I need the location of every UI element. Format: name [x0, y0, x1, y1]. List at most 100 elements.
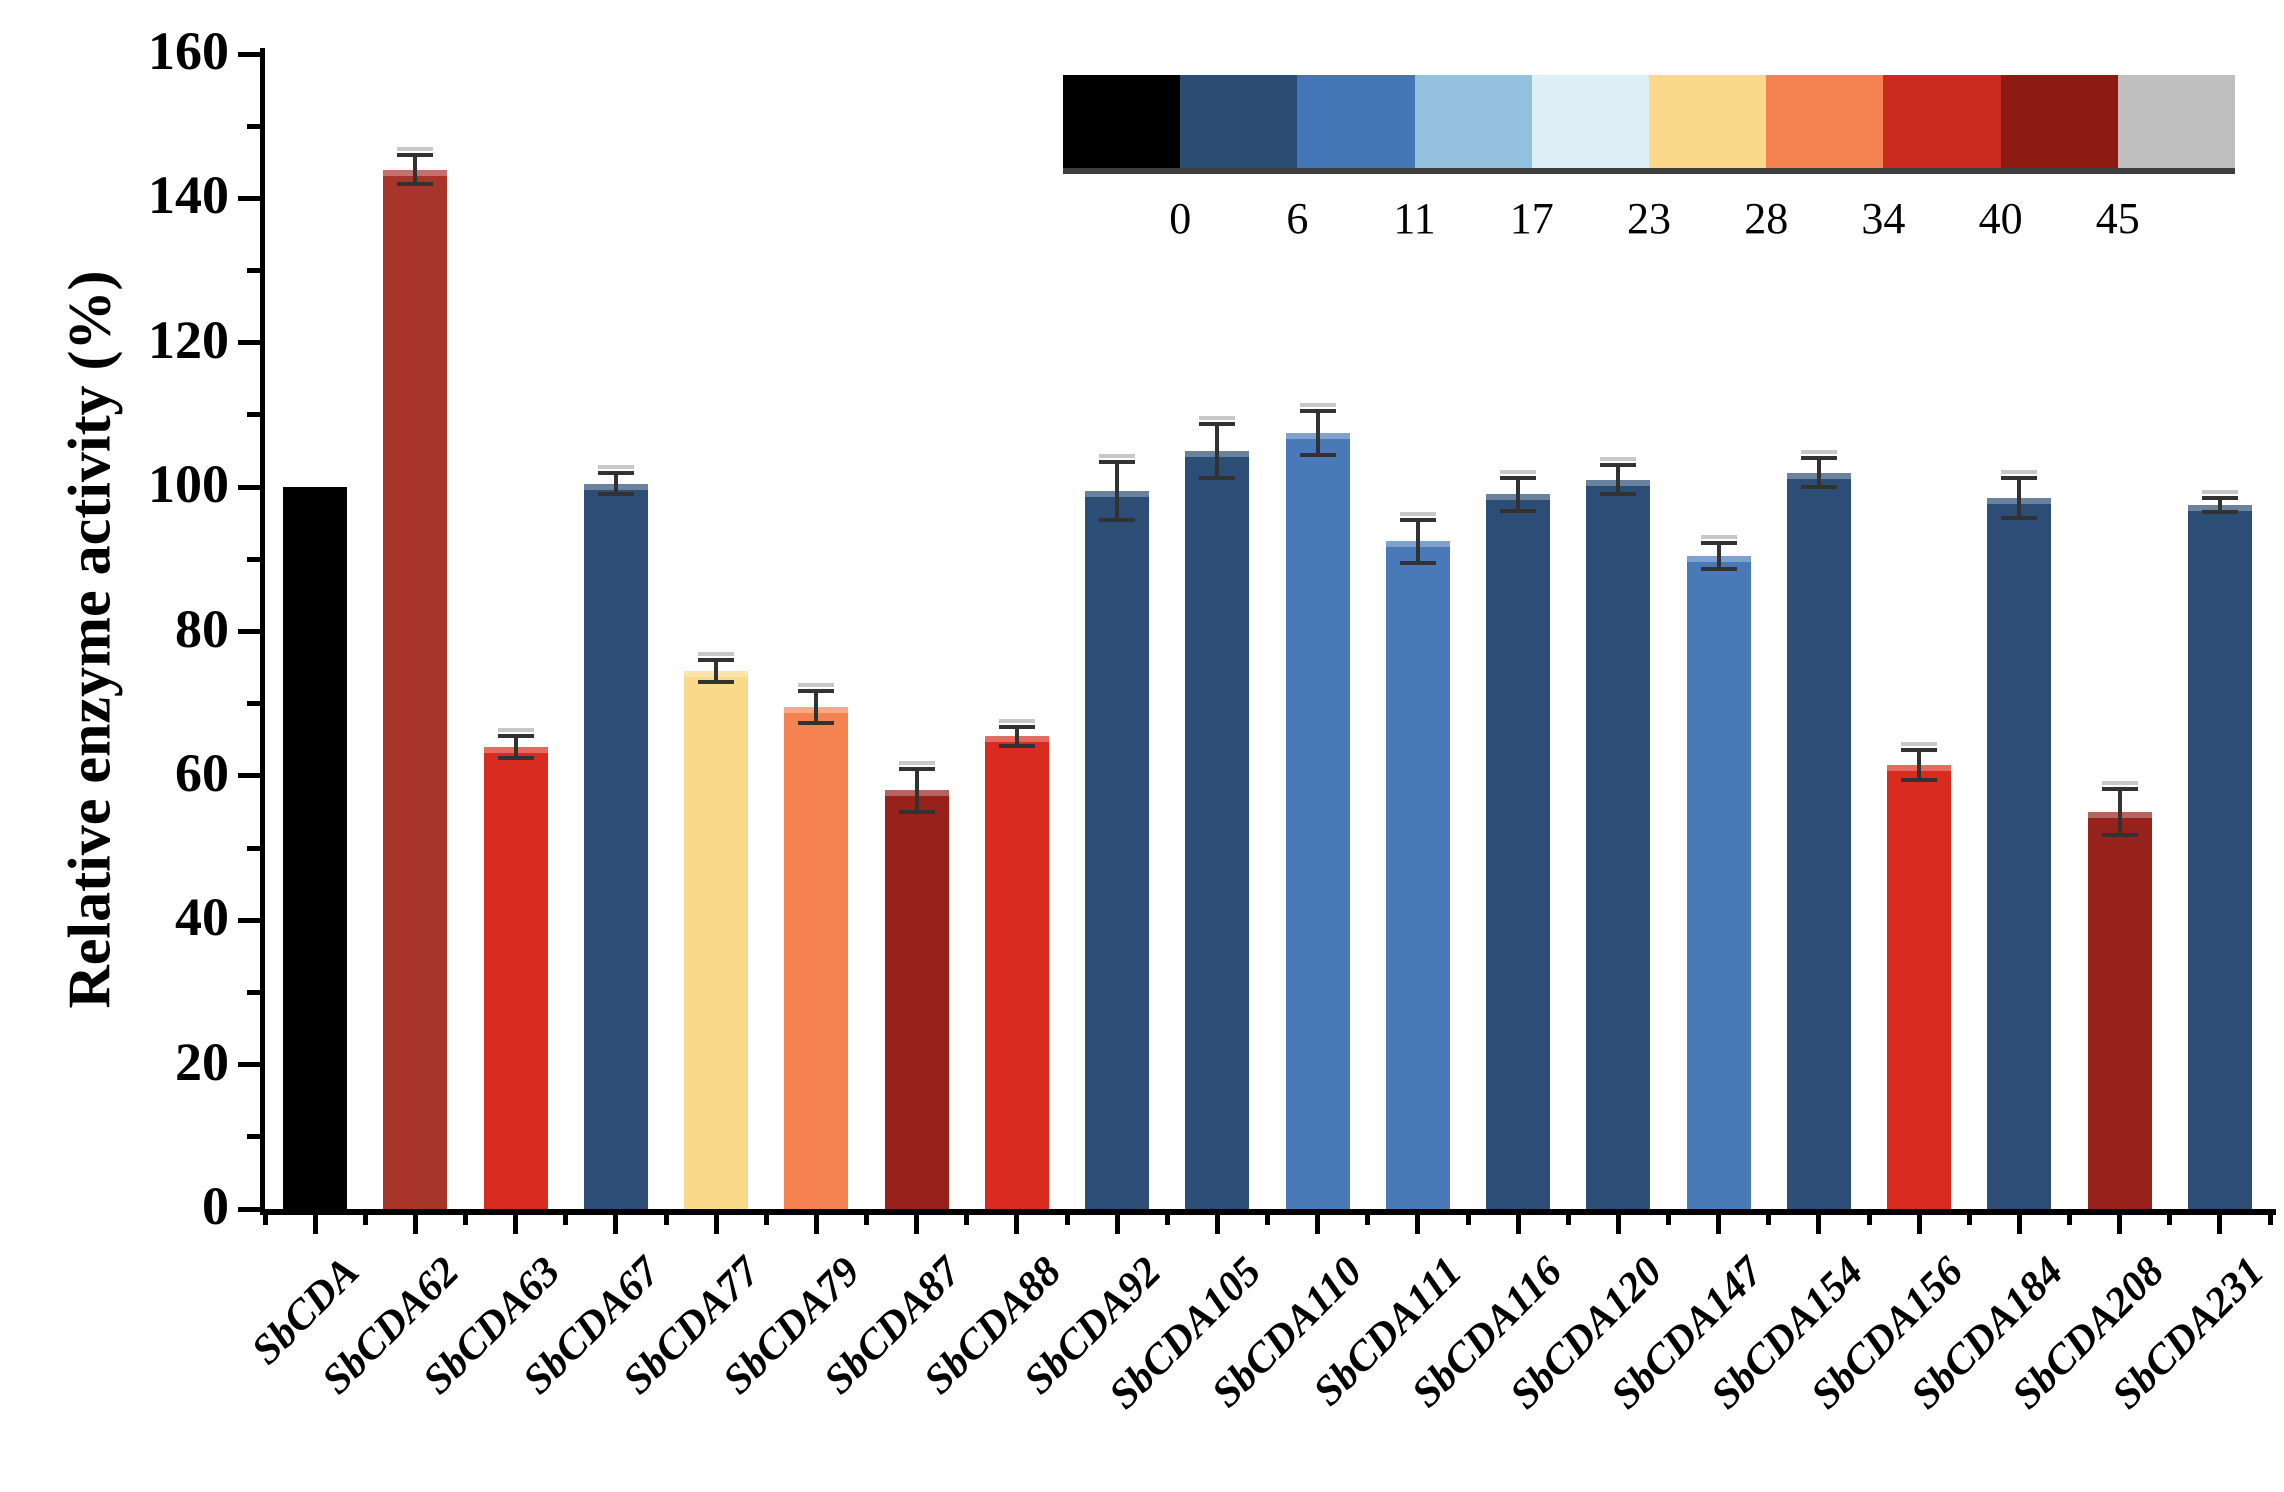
error-bar-line	[413, 155, 418, 184]
y-axis-line	[260, 48, 265, 1214]
error-bar-cap-bottom	[698, 680, 735, 685]
colorbar-block	[2117, 75, 2236, 168]
error-bar-cap-bottom	[2201, 510, 2238, 515]
x-major-tick	[2016, 1214, 2022, 1234]
error-bar-line	[1315, 411, 1320, 455]
x-major-tick	[2117, 1214, 2123, 1234]
y-minor-tick	[247, 412, 260, 418]
y-major-tick	[238, 773, 260, 779]
y-tick-label: 60	[175, 742, 229, 803]
x-major-tick	[312, 1214, 318, 1234]
error-bar-line	[2117, 788, 2122, 836]
y-major-tick	[238, 195, 260, 201]
colorbar-block	[1883, 75, 2001, 168]
x-minor-tick	[262, 1214, 268, 1225]
bar	[884, 790, 949, 1209]
colorbar-tick-label: 6	[1286, 194, 1309, 243]
x-major-tick	[2217, 1214, 2223, 1234]
x-axis-line	[260, 1209, 2276, 1215]
error-bar-cap-top	[1700, 540, 1737, 545]
error-bar-cap-bottom	[798, 721, 835, 726]
x-major-tick	[613, 1214, 619, 1234]
bar	[784, 707, 849, 1209]
x-major-tick	[1716, 1214, 1722, 1234]
error-bar-line	[2017, 477, 2022, 519]
x-minor-tick	[1966, 1214, 1972, 1225]
x-minor-tick	[1666, 1214, 1671, 1225]
error-bar-line	[1415, 519, 1420, 563]
error-bar-cap-top	[397, 153, 434, 158]
y-major-tick	[238, 629, 260, 634]
bar	[1586, 479, 1651, 1209]
error-bar-line	[1917, 749, 1922, 781]
y-major-tick	[238, 917, 260, 923]
bar	[2187, 505, 2252, 1209]
colorbar-block	[1414, 75, 1532, 168]
colorbar-block	[1649, 75, 1767, 168]
x-minor-tick	[463, 1214, 468, 1225]
error-bar-cap-top	[2201, 495, 2238, 500]
x-minor-tick	[1365, 1214, 1371, 1225]
error-bar-cap-bottom	[1500, 508, 1537, 513]
colorbar-block	[1063, 75, 1181, 168]
bar	[283, 487, 348, 1209]
y-tick-label: 140	[148, 165, 229, 226]
bar	[1887, 765, 1952, 1209]
y-major-tick	[238, 51, 260, 57]
x-minor-tick	[1064, 1214, 1070, 1225]
bar	[2087, 811, 2152, 1209]
error-bar-cap-top	[998, 724, 1035, 729]
bar	[1085, 490, 1150, 1209]
y-minor-tick	[247, 123, 260, 129]
colorbar-tick-label: 45	[2095, 194, 2140, 243]
error-bar-line	[714, 660, 719, 683]
x-major-tick	[1214, 1214, 1220, 1234]
error-bar-line	[914, 768, 919, 812]
x-minor-tick	[563, 1214, 569, 1225]
error-bar-line	[1215, 423, 1220, 479]
bar	[1786, 472, 1851, 1209]
error-bar-cap-bottom	[1299, 452, 1336, 457]
x-major-tick	[1615, 1214, 1621, 1234]
y-minor-tick	[247, 701, 260, 707]
error-bar-cap-top	[2001, 475, 2038, 480]
error-bar-line	[2217, 497, 2222, 513]
x-major-tick	[1816, 1214, 1822, 1234]
x-major-tick	[914, 1214, 920, 1234]
bar	[1987, 497, 2052, 1209]
error-bar-cap-bottom	[1901, 778, 1938, 783]
error-bar-cap-top	[1399, 517, 1436, 522]
error-bar-line	[814, 691, 819, 724]
colorbar-block	[1297, 75, 1415, 168]
error-bar-cap-top	[698, 658, 735, 663]
error-bar-cap-top	[1500, 475, 1537, 480]
error-bar-cap-top	[1800, 456, 1837, 461]
error-bar-cap-top	[597, 470, 634, 475]
x-minor-tick	[2067, 1214, 2072, 1225]
colorbar	[1063, 75, 2236, 174]
bar	[1185, 451, 1250, 1209]
error-bar-cap-top	[1600, 463, 1637, 468]
bar	[1285, 432, 1350, 1209]
bar	[383, 169, 448, 1209]
x-minor-tick	[763, 1214, 769, 1225]
y-minor-tick	[247, 556, 260, 562]
x-major-tick	[513, 1214, 519, 1234]
error-bar-cap-top	[2101, 786, 2138, 791]
bar	[1686, 555, 1751, 1209]
x-major-tick	[813, 1214, 819, 1234]
error-bar-cap-top	[798, 689, 835, 694]
x-minor-tick	[1164, 1214, 1170, 1225]
error-bar-line	[1115, 461, 1120, 520]
error-bar-cap-bottom	[1199, 476, 1236, 481]
error-bar-cap-bottom	[1600, 492, 1637, 497]
y-major-tick	[238, 484, 260, 490]
x-major-tick	[1916, 1214, 1922, 1234]
error-bar-line	[1716, 542, 1721, 569]
error-bar-cap-top	[1299, 409, 1336, 414]
colorbar-tick-label: 34	[1861, 194, 1906, 243]
error-bar-cap-bottom	[1700, 566, 1737, 571]
error-bar-line	[1516, 477, 1521, 511]
